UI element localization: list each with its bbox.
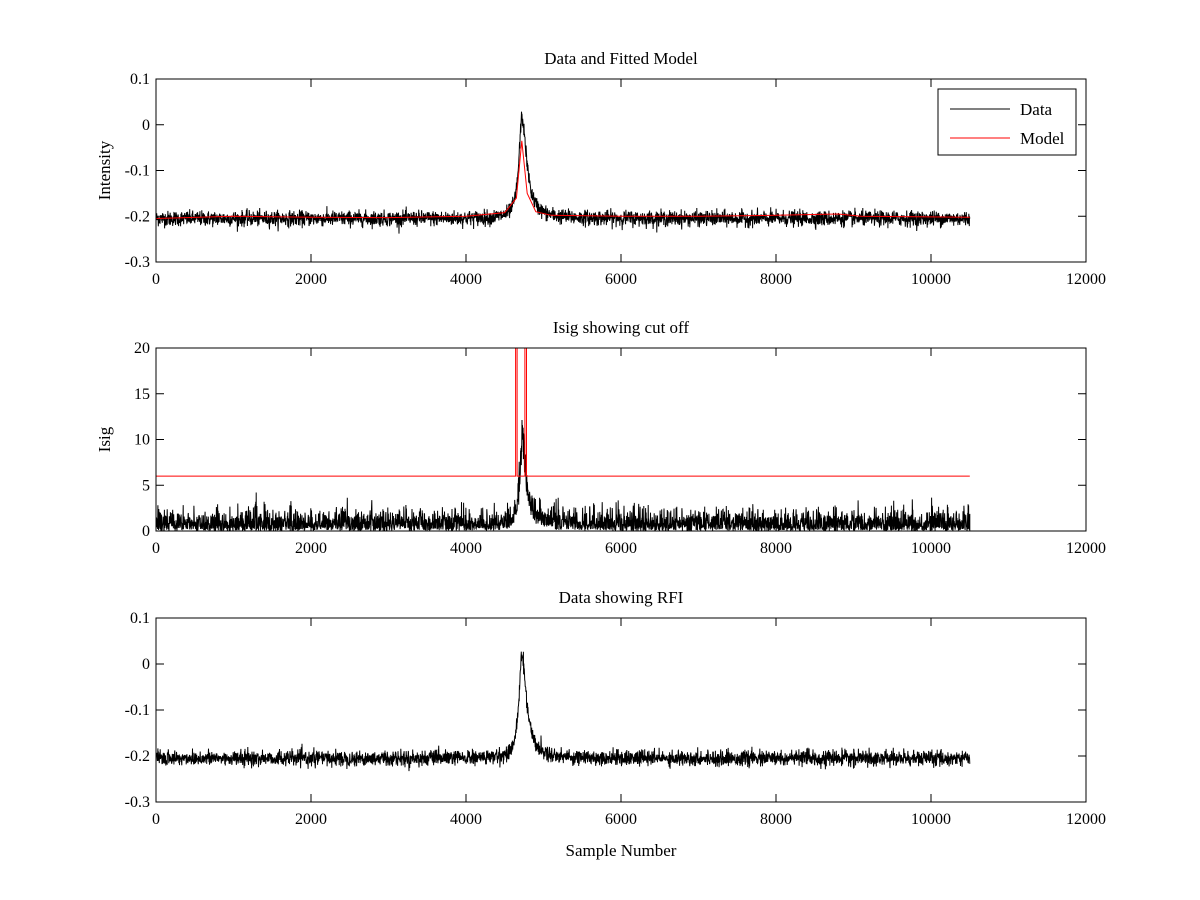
series-line-model [156,140,970,219]
series-group [156,111,971,234]
chart-panel-1: 0 2000 4000 6000 8000 10000 12000 -0.3 -0.2 -0.1 0… [95,49,1106,288]
series-line-isig [156,419,971,531]
chart-panel-3: 0 2000 4000 6000 8000 10000 12000 -0.3 -0.2 -0.1 0… [125,588,1106,860]
x-tick-label: 8000 [760,271,792,288]
y-tick-label: 10 [134,432,150,449]
x-tick-label: 0 [152,540,160,557]
x-tick-label: 12000 [1066,540,1106,557]
y-tick-label: -0.3 [125,794,150,811]
y-tick-label: 20 [134,340,150,357]
legend-label: Data [1020,100,1053,119]
x-tick-label: 2000 [295,271,327,288]
x-tick-label: 0 [152,271,160,288]
x-tick-label: 6000 [605,271,637,288]
y-tick-label: 0 [142,523,150,540]
y-tick-label: 0 [142,656,150,673]
x-tick-label: 0 [152,811,160,828]
series-group [156,651,971,772]
y-tick-label: -0.3 [125,254,150,271]
x-tick-label: 12000 [1066,271,1106,288]
y-tick-label: -0.2 [125,208,150,225]
y-tick-label: -0.2 [125,748,150,765]
x-axis-label: Sample Number [566,841,677,860]
y-tick-label: -0.1 [125,702,150,719]
legend-label: Model [1020,129,1065,148]
series-line-data [156,111,971,234]
y-tick-label: 0.1 [130,71,150,88]
x-tick-label: 4000 [450,540,482,557]
x-tick-label: 12000 [1066,811,1106,828]
legend: Data Model [937,88,1077,156]
y-tick-label: 5 [142,477,150,494]
x-tick-label: 2000 [295,811,327,828]
x-tick-label: 4000 [450,271,482,288]
y-tick-label: 0.1 [130,610,150,627]
series-line-data [156,651,971,772]
x-tick-label: 10000 [911,540,951,557]
y-tick-label: 0 [142,117,150,134]
series-line-cut-off [156,348,970,477]
chart-title: Data and Fitted Model [544,49,698,68]
y-tick-label: 15 [134,386,150,403]
chart-title: Isig showing cut off [553,318,689,337]
x-tick-label: 2000 [295,540,327,557]
x-tick-label: 8000 [760,811,792,828]
y-tick-label: -0.1 [125,163,150,180]
x-tick-label: 4000 [450,811,482,828]
chart-title: Data showing RFI [559,588,684,607]
x-tick-label: 8000 [760,540,792,557]
y-axis-label: Isig [95,426,114,452]
series-group [156,348,971,531]
x-tick-label: 6000 [605,811,637,828]
x-tick-label: 6000 [605,540,637,557]
chart-panel-2: 0 2000 4000 6000 8000 10000 12000 0 5 10 15 20 Isig … [95,318,1106,557]
x-tick-label: 10000 [911,811,951,828]
y-axis-label: Intensity [95,140,114,200]
legend-box [937,88,1077,156]
x-tick-label: 10000 [911,271,951,288]
